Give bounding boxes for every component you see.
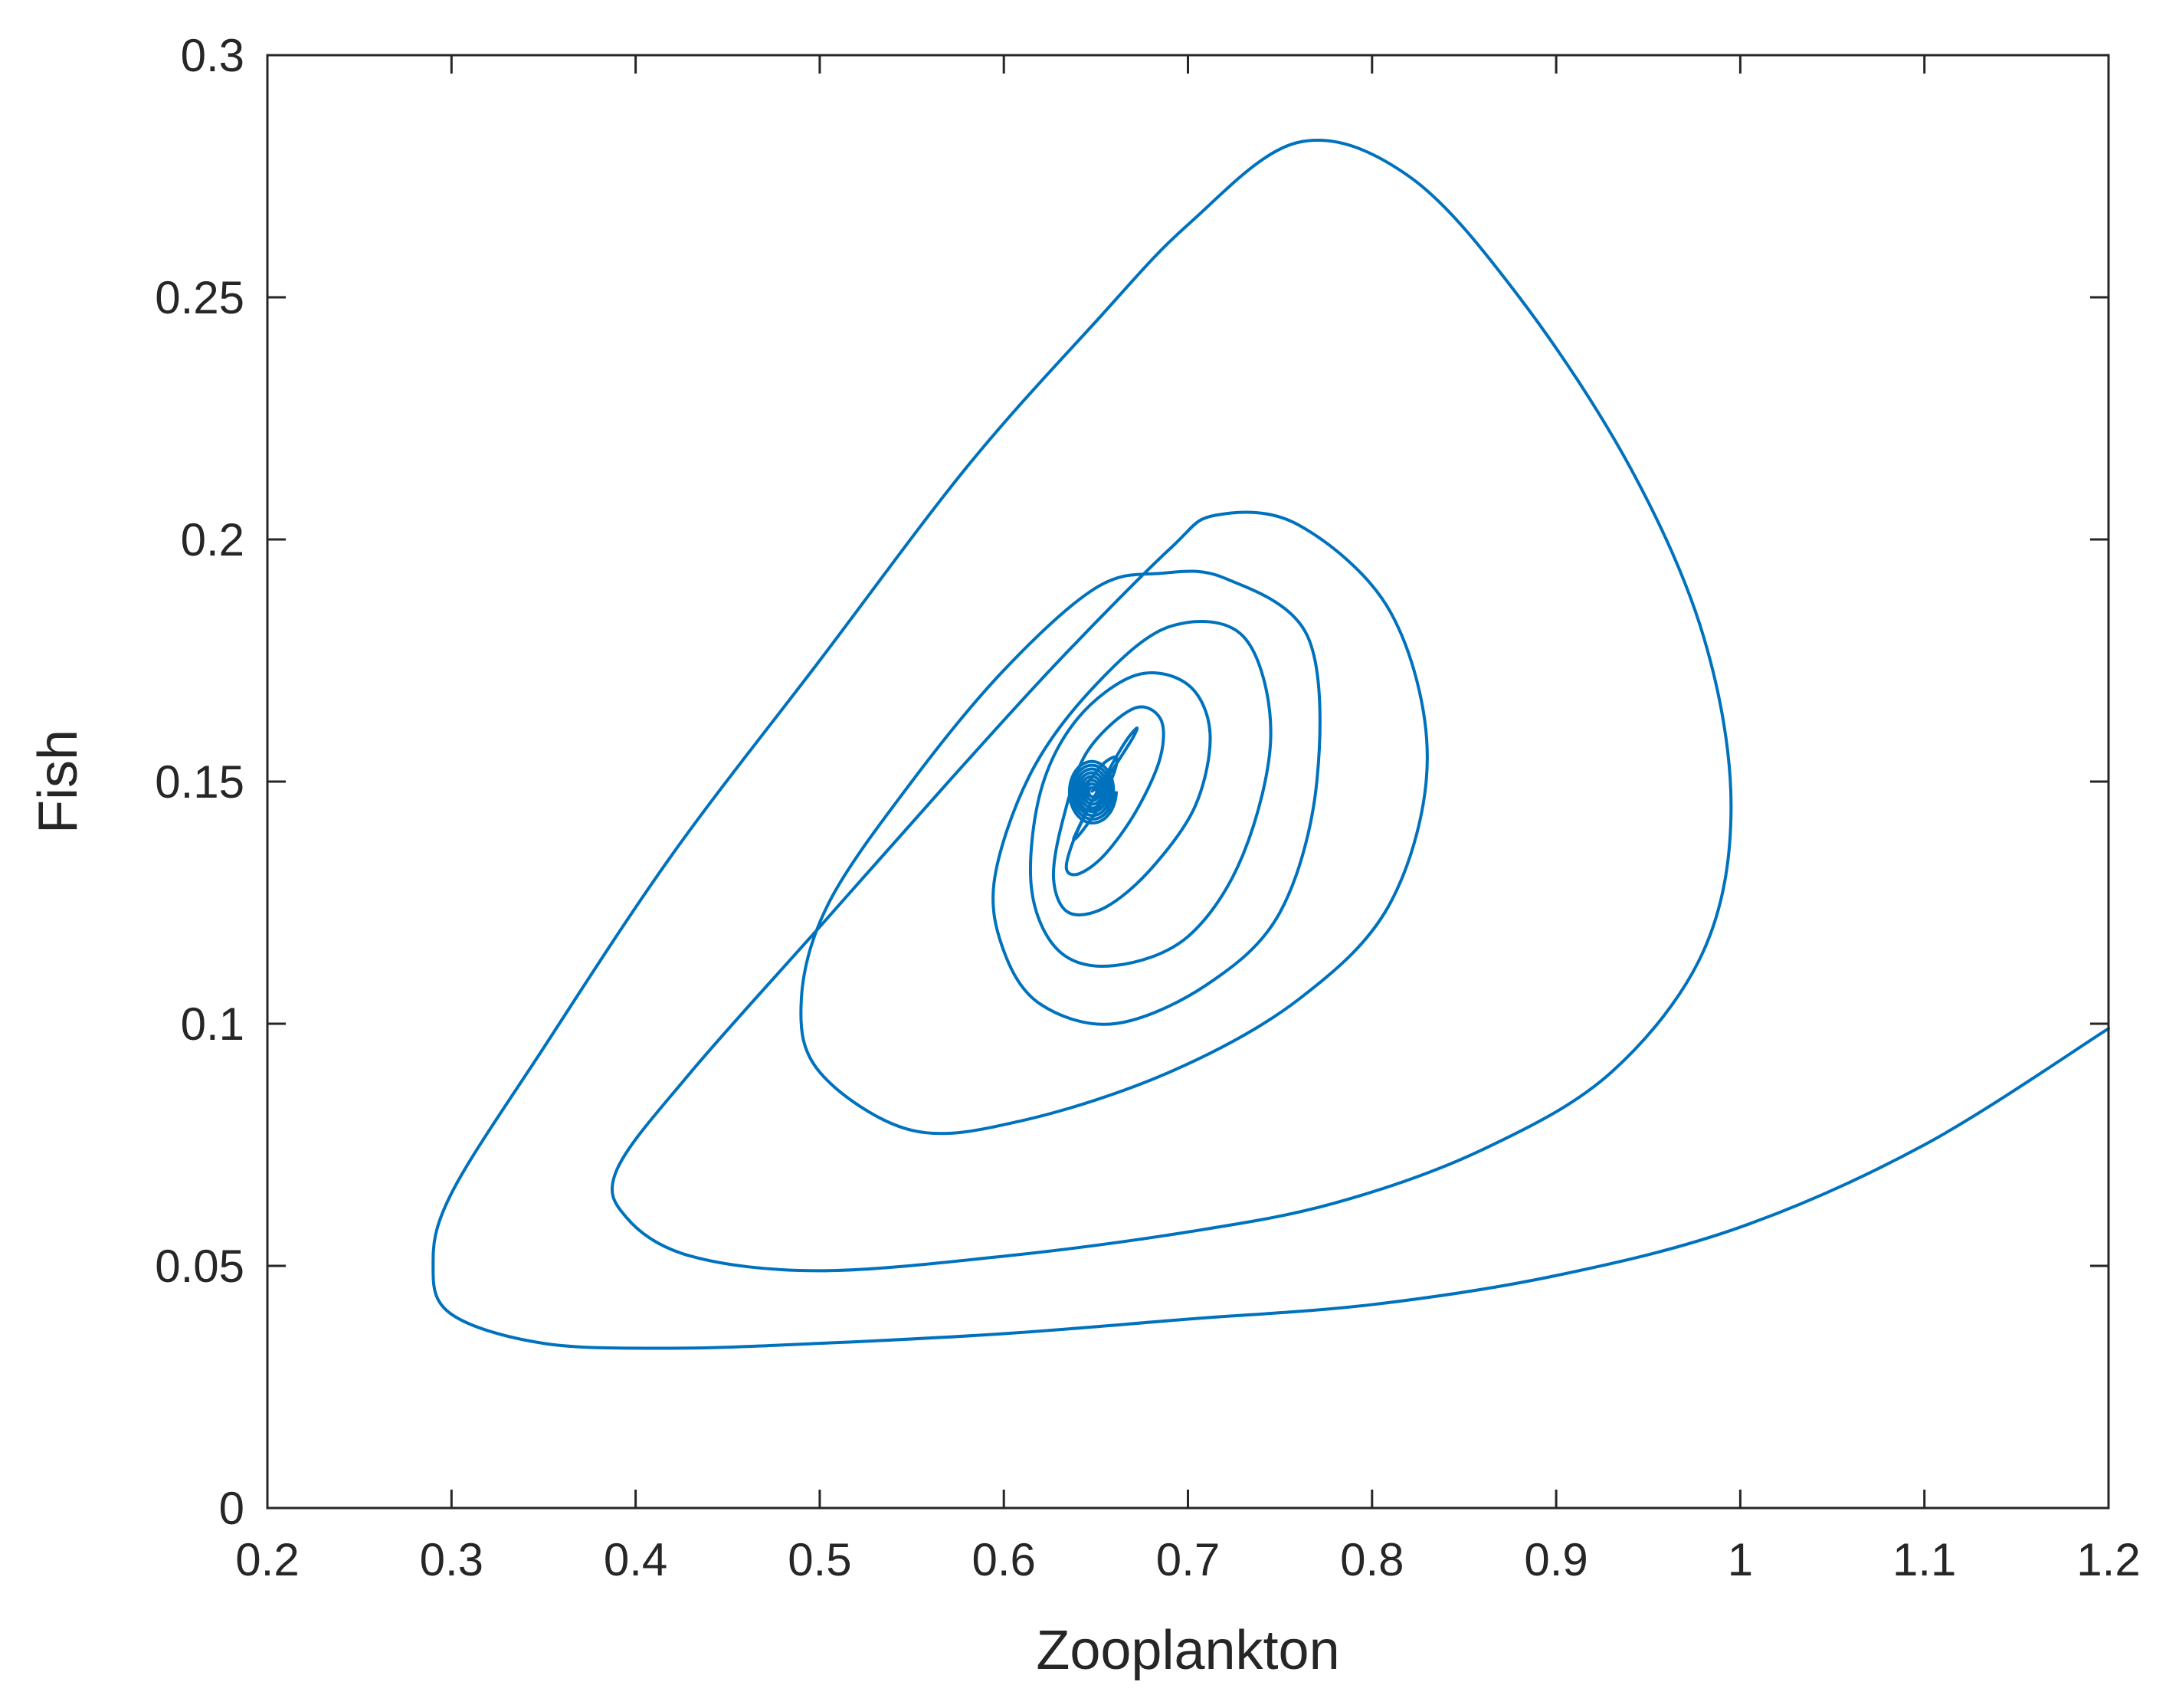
axes-box	[266, 54, 2110, 1510]
y-tick-label: 0.25	[155, 272, 244, 323]
y-tick-label: 0.05	[155, 1241, 244, 1292]
x-tick-label: 1.1	[1892, 1534, 1956, 1585]
y-tick-label: 0.1	[181, 998, 244, 1050]
x-tick-label: 0.9	[1524, 1534, 1588, 1585]
y-tick-label: 0.3	[181, 30, 244, 81]
x-tick-label: 1	[1728, 1534, 1753, 1585]
x-tick-label: 0.8	[1340, 1534, 1404, 1585]
y-tick-label: 0.15	[155, 756, 244, 808]
x-tick-label: 0.4	[604, 1534, 667, 1585]
x-axis-label: Zooplankton	[1036, 1620, 1339, 1681]
x-tick-label: 1.2	[2076, 1534, 2140, 1585]
x-tick-label: 0.6	[972, 1534, 1035, 1585]
x-tick-label: 0.2	[235, 1534, 299, 1585]
x-tick-label: 0.5	[788, 1534, 851, 1585]
x-tick-label: 0.3	[420, 1534, 483, 1585]
series-layer	[431, 139, 2110, 1350]
y-axis-label: Fish	[28, 729, 89, 834]
tick-labels-layer: 0.2 0.3 0.4 0.5 0.6 0.7 0.8 0.9 1 1.1 1.2 0 0.05 0.1 0…	[155, 30, 2140, 1585]
y-tick-label: 0	[219, 1483, 244, 1534]
y-tick-label: 0.2	[181, 514, 244, 566]
x-tick-label: 0.7	[1156, 1534, 1220, 1585]
trajectory-line	[431, 139, 2110, 1350]
equilibrium-spiral	[1067, 759, 1118, 824]
